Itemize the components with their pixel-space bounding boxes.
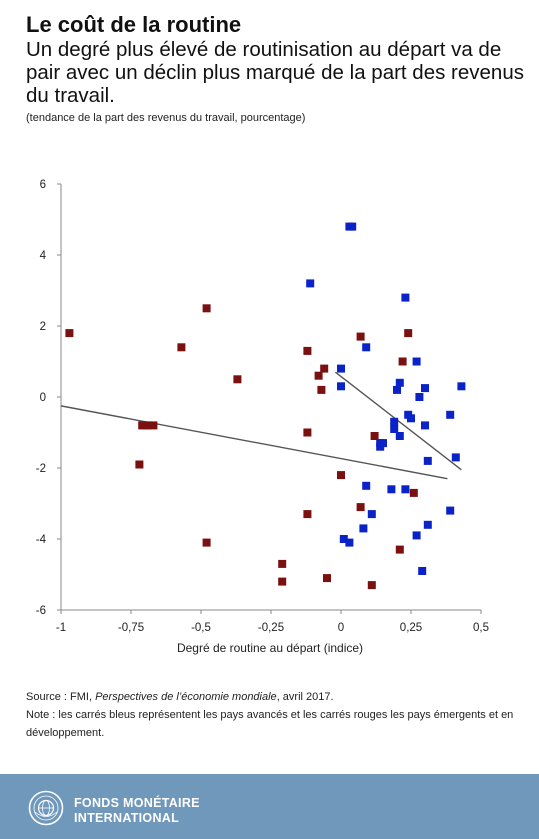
emerging-economy-point (303, 346, 312, 355)
emerging-economy-point (356, 503, 365, 512)
emerging-economy-point (320, 364, 329, 373)
emerging-economy-point (398, 357, 407, 366)
source-suffix: , avril 2017. (276, 691, 334, 703)
imf-wordmark: FONDS MONÉTAIRE INTERNATIONAL (74, 796, 200, 826)
emerging-economy-point (323, 574, 331, 583)
advanced-economy-point (337, 364, 345, 373)
advanced-economy-point (423, 520, 432, 529)
imf-name-line2: INTERNATIONAL (74, 811, 180, 825)
advanced-economy-point (421, 421, 429, 430)
emerging-economy-point (409, 488, 418, 497)
x-tick-label: -0,25 (258, 622, 284, 634)
advanced-economy-point (345, 538, 354, 547)
emerging-economy-point (337, 471, 345, 480)
advanced-economy-point (446, 410, 455, 419)
x-tick-label: -0,5 (191, 622, 211, 634)
emerging-economy-point (303, 510, 312, 519)
emerging-economy-point (202, 304, 211, 313)
advanced-economy-point (407, 414, 415, 423)
emerging-economy-point (278, 577, 287, 586)
advanced-economy-point (401, 485, 410, 494)
y-tick-label: 2 (40, 321, 46, 333)
emerging-economy-point (314, 371, 323, 380)
advanced-economy-point (362, 481, 371, 490)
advanced-economy-point (339, 535, 348, 543)
imf-name-line1: FONDS MONÉTAIRE (74, 796, 200, 810)
emerging-economy-point (65, 329, 74, 338)
emerging-economy-point (177, 343, 186, 352)
trend-line (334, 371, 462, 471)
emerging-economy-point (367, 581, 376, 590)
advanced-economy-point (395, 378, 404, 387)
emerging-economy-point (135, 460, 144, 469)
advanced-economy-point (348, 222, 357, 231)
imf-seal-icon (28, 790, 64, 826)
advanced-economy-point (393, 385, 401, 394)
emerging-economy-point (370, 432, 379, 440)
emerging-economy-point (278, 559, 287, 568)
y-tick-label: 4 (40, 250, 47, 262)
y-tick-label: 6 (40, 179, 46, 191)
imf-banner: FONDS MONÉTAIRE INTERNATIONAL (0, 774, 539, 839)
advanced-economy-point (376, 442, 385, 451)
advanced-economy-point (412, 357, 421, 366)
x-tick-label: 0,5 (473, 622, 489, 634)
advanced-economy-point (421, 384, 429, 393)
emerging-economy-point (404, 329, 413, 338)
source-line: Source : FMI, Perspectives de l’économie… (26, 688, 516, 706)
y-tick-label: 0 (40, 392, 46, 404)
source-title: Perspectives de l’économie mondiale (95, 691, 277, 703)
advanced-economy-point (418, 567, 427, 575)
advanced-economy-point (446, 506, 455, 515)
y-tick-label: -6 (36, 605, 46, 617)
source-prefix: Source : FMI, (26, 691, 96, 703)
advanced-economy-point (359, 524, 368, 533)
y-tick-label: -2 (36, 463, 46, 475)
advanced-economy-point (457, 382, 466, 391)
x-axis-title: Degré de routine au départ (indice) (177, 641, 363, 655)
emerging-economy-point (233, 375, 242, 384)
scatter-chart: -6 -4 -2 0 2 4 6 -1 -0,75 -0,5 -0,25 0 0,25 0,5 Degré… (36, 179, 489, 655)
advanced-economy-point (451, 453, 460, 462)
emerging-economy-point (395, 545, 404, 554)
footer-notes: Source : FMI, Perspectives de l’économie… (26, 688, 516, 742)
advanced-economy-point (390, 417, 399, 426)
advanced-economy-point (387, 485, 396, 494)
advanced-economy-point (423, 456, 432, 465)
x-tick-label: -0,75 (118, 622, 144, 634)
emerging-economy-point (141, 421, 149, 430)
advanced-economy-point (412, 531, 421, 540)
advanced-economy-point (395, 432, 404, 440)
advanced-economy-point (306, 279, 315, 288)
emerging-economy-point (317, 385, 326, 394)
x-tick-label: -1 (56, 622, 66, 634)
advanced-economy-point (415, 393, 424, 401)
note-line: Note : les carrés bleus représentent les… (26, 709, 514, 739)
advanced-economy-point (337, 382, 345, 391)
advanced-economy-point (362, 343, 371, 352)
advanced-economy-point (401, 293, 410, 302)
unit-note: (tendance de la part des revenus du trav… (26, 112, 306, 124)
emerging-economy-point (202, 538, 211, 547)
x-tick-label: 0,25 (400, 622, 422, 634)
emerging-economy-point (303, 428, 312, 437)
advanced-economy-point (390, 425, 399, 433)
chart-subtitle: Un degré plus élevé de routinisation au … (26, 38, 524, 107)
advanced-economy-point (367, 510, 376, 519)
x-tick-label: 0 (338, 622, 344, 634)
emerging-economy-point (356, 332, 365, 341)
emerging-economy-point (149, 421, 158, 430)
chart-title: Le coût de la routine (26, 12, 242, 37)
y-tick-label: -4 (36, 534, 47, 546)
trend-line (60, 405, 448, 480)
